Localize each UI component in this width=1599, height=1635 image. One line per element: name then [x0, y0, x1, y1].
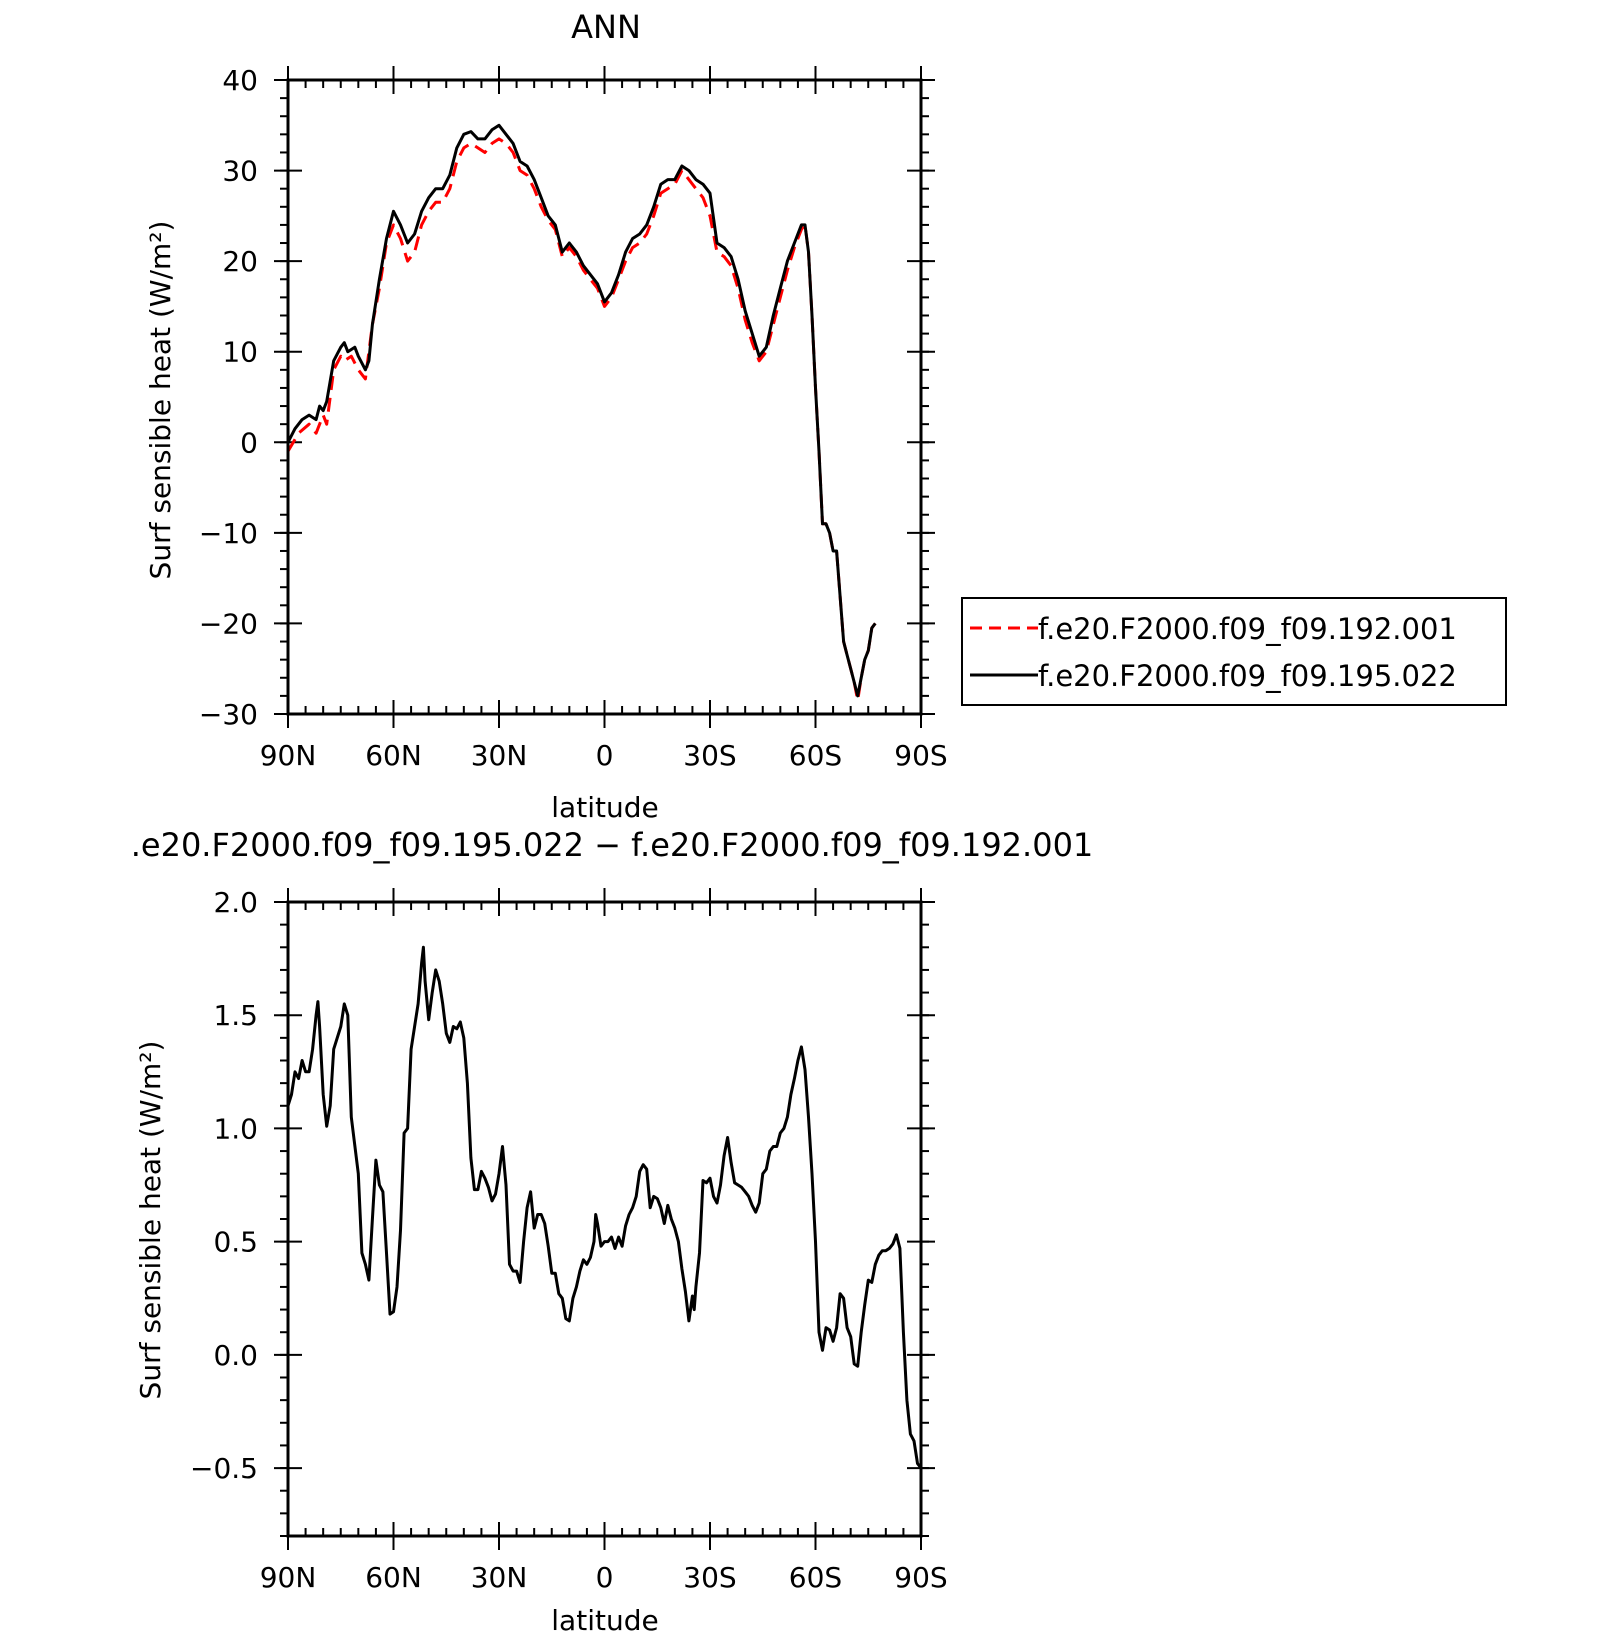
annual-x-tick-label: 90N — [260, 739, 317, 772]
chart-legend: f.e20.F2000.f09_f09.192.001 f.e20.F2000.… — [961, 597, 1507, 706]
difference-x-axis-label: latitude — [551, 1604, 658, 1635]
legend-box — [961, 597, 1507, 706]
annual-y-tick-label: 40 — [222, 64, 258, 97]
difference-x-tick-label: 90S — [894, 1561, 947, 1594]
difference-chart-title: .e20.F2000.f09_f09.195.022 − f.e20.F2000… — [131, 826, 1094, 864]
difference-x-tick-label: 30S — [683, 1561, 736, 1594]
difference-y-tick-label: 0.0 — [213, 1339, 258, 1372]
difference-x-tick-label: 0 — [596, 1561, 614, 1594]
annual-x-tick-label: 30S — [683, 739, 736, 772]
annual-x-tick-label: 0 — [596, 739, 614, 772]
annual-series-line-2 — [286, 123, 877, 698]
annual-y-tick-label: 20 — [222, 245, 258, 278]
difference-y-tick-label: −0.5 — [190, 1452, 258, 1485]
annual-x-tick-label: 60N — [365, 739, 422, 772]
difference-y-tick-label: 1.5 — [213, 999, 258, 1032]
difference-series-line-1 — [286, 945, 923, 1470]
annual-x-tick-label: 30N — [471, 739, 528, 772]
annual-x-tick-label: 90S — [894, 739, 947, 772]
annual-y-tick-label: 30 — [222, 155, 258, 188]
annual-x-tick-label: 60S — [789, 739, 842, 772]
annual-y-tick-label: −20 — [199, 607, 258, 640]
annual-mean-panel: ANN Surf sensible heat (W/m²) latitude 9… — [144, 8, 948, 824]
difference-y-axis-label: Surf sensible heat (W/m²) — [134, 1041, 167, 1400]
annual-plot-marks: 90N 60N 30N 0 30S 60S 90S 40 30 20 10 0 −10 −20 −30 — [199, 64, 948, 772]
annual-y-tick-label: 0 — [240, 426, 258, 459]
difference-x-tick-label: 60S — [789, 1561, 842, 1594]
annual-y-tick-label: 10 — [222, 336, 258, 369]
difference-x-tick-label: 90N — [260, 1561, 317, 1594]
annual-y-tick-label: −30 — [199, 698, 258, 731]
annual-y-axis-label: Surf sensible heat (W/m²) — [144, 221, 177, 580]
annual-plot-frame — [286, 78, 923, 716]
annual-chart-title: ANN — [571, 8, 641, 46]
difference-y-tick-label: 0.5 — [213, 1226, 258, 1259]
annual-y-tick-label: −10 — [199, 517, 258, 550]
difference-plot-marks: 90N 60N 30N 0 30S 60S 90S 2.0 1.5 1.0 0.5 0.0 −0.5 — [190, 886, 948, 1594]
difference-panel: .e20.F2000.f09_f09.195.022 − f.e20.F2000… — [131, 826, 1094, 1635]
legend-entry-192: f.e20.F2000.f09_f09.192.001 — [1038, 612, 1457, 646]
difference-y-tick-label: 1.0 — [213, 1112, 258, 1145]
difference-y-tick-label: 2.0 — [213, 886, 258, 919]
difference-x-tick-label: 30N — [471, 1561, 528, 1594]
difference-plot-frame — [286, 900, 923, 1538]
legend-entry-195: f.e20.F2000.f09_f09.195.022 — [1038, 659, 1457, 693]
annual-x-axis-label: latitude — [551, 791, 658, 824]
difference-x-tick-label: 60N — [365, 1561, 422, 1594]
annual-series-line-1 — [286, 137, 877, 702]
